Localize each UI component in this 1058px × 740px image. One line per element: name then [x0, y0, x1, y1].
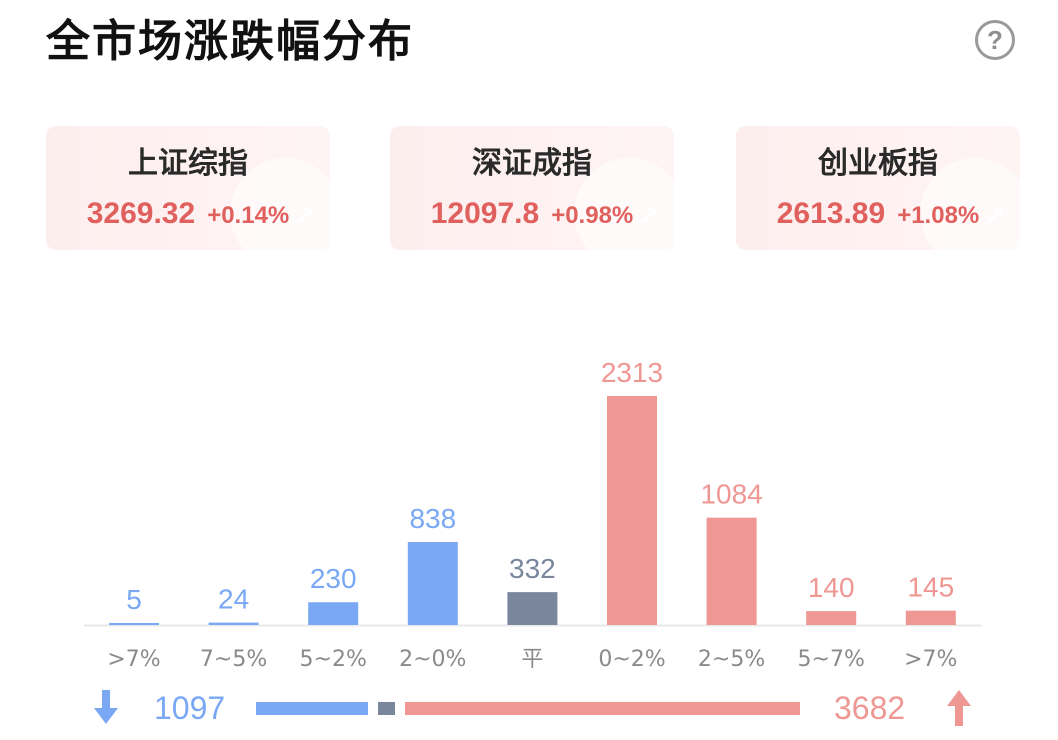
- bar-value-label: 838: [409, 503, 456, 534]
- x-tick-label: >7%: [107, 647, 160, 672]
- index-change: +0.14%: [207, 202, 290, 229]
- up-total: 3682: [834, 690, 906, 726]
- trend-up-icon: ↗: [984, 202, 1006, 232]
- bar-value-label: 230: [310, 563, 357, 594]
- bar-4[interactable]: [507, 592, 558, 625]
- bar-value-label: 24: [218, 584, 249, 615]
- bar-7[interactable]: [806, 611, 857, 625]
- x-tick-label: 7~5%: [200, 647, 267, 672]
- x-tick-label: 5~2%: [300, 647, 367, 672]
- index-value: 2613.89: [776, 197, 886, 230]
- index-value: 12097.8: [430, 197, 540, 230]
- index-card-chinext[interactable]: 创业板指 2613.89 +1.08% ↗: [736, 126, 1020, 250]
- down-total: 1097: [154, 690, 226, 726]
- x-tick-label: 2~0%: [399, 647, 466, 672]
- x-tick-label: >7%: [904, 647, 957, 672]
- x-tick-label: 0~2%: [598, 647, 665, 672]
- card-decoration: [920, 158, 1020, 250]
- index-card-shanghai[interactable]: 上证综指 3269.32 +0.14% ↗: [46, 126, 330, 250]
- ratio-bar-up: [405, 702, 800, 715]
- index-change: +1.08%: [897, 202, 980, 229]
- bar-value-label: 332: [509, 553, 556, 584]
- bar-value-label: 2313: [601, 357, 663, 388]
- x-tick-label: 5~7%: [798, 647, 865, 672]
- x-tick-label: 2~5%: [698, 647, 765, 672]
- bar-value-label: 5: [126, 584, 142, 615]
- bar-8[interactable]: [905, 610, 956, 625]
- card-decoration: [230, 158, 330, 250]
- bar-2[interactable]: [308, 602, 359, 625]
- x-tick-label: 平: [521, 647, 543, 672]
- index-value-row: 3269.32 +0.14%: [46, 194, 330, 243]
- card-decoration: [574, 158, 674, 250]
- index-name: 创业板指: [818, 146, 938, 181]
- bar-5[interactable]: [607, 396, 657, 625]
- index-card-shenzhen[interactable]: 深证成指 12097.8 +0.98% ↗: [390, 126, 674, 250]
- distribution-bar-chart: 5 >7% 24 7~5% 230 5~2% 838 2~0% 332 平 2313 0~2% 1084…: [84, 357, 982, 672]
- bar-0[interactable]: [109, 623, 159, 625]
- index-name: 深证成指: [472, 146, 592, 181]
- bar-value-label: 1084: [700, 479, 762, 510]
- up-arrow-icon: [947, 690, 971, 726]
- bar-1[interactable]: [208, 622, 259, 625]
- trend-up-icon: ↗: [638, 202, 660, 232]
- down-arrow-icon: [94, 690, 118, 724]
- index-change: +0.98%: [551, 202, 634, 229]
- bar-value-label: 145: [907, 572, 954, 603]
- page-title: 全市场涨跌幅分布: [46, 16, 414, 67]
- index-value-row: 2613.89 +1.08%: [736, 194, 1020, 243]
- ratio-bar-flat: [378, 702, 396, 715]
- index-value: 3269.32: [86, 197, 196, 230]
- index-value-row: 12097.8 +0.98%: [390, 194, 674, 243]
- bar-value-label: 140: [808, 572, 855, 603]
- bar-3[interactable]: [407, 542, 458, 625]
- trend-up-icon: ↗: [294, 202, 316, 232]
- bar-6[interactable]: [706, 517, 757, 625]
- ratio-bar-down: [256, 702, 369, 715]
- index-name: 上证综指: [128, 146, 248, 181]
- help-icon[interactable]: ?: [975, 20, 1015, 60]
